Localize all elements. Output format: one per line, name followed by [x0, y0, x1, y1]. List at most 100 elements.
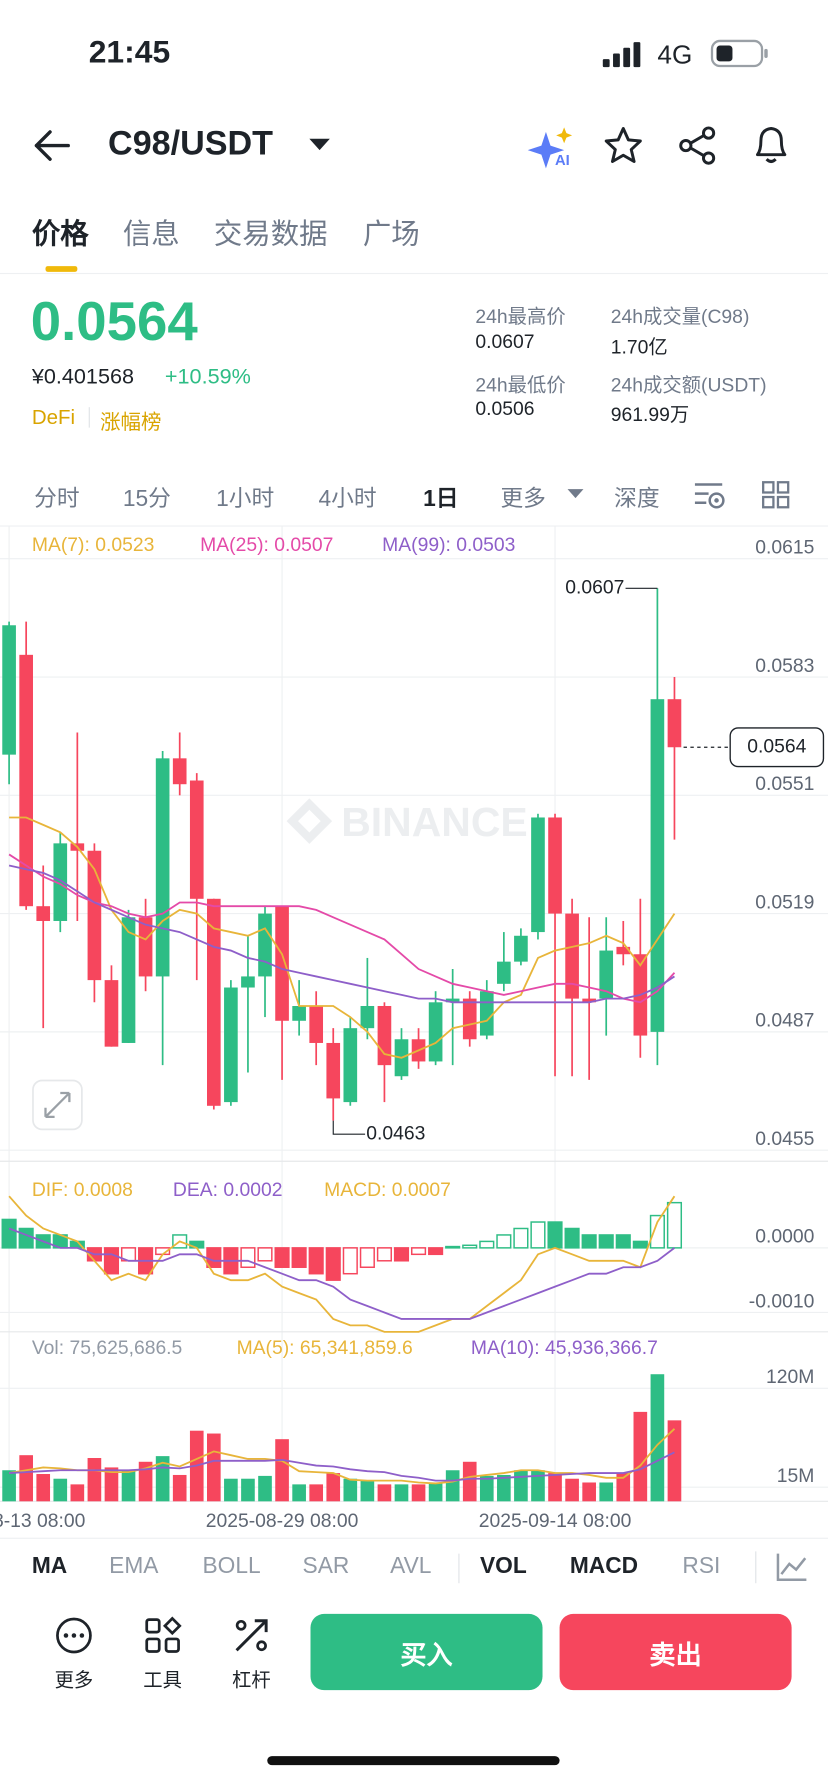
y-tick-label: 0.0000	[755, 1227, 814, 1248]
indicator-option[interactable]: EMA	[109, 1553, 159, 1579]
candle-body	[2, 625, 16, 755]
indicator-option[interactable]: MA	[31, 1553, 68, 1579]
volume-bar	[207, 1433, 221, 1502]
action-label[interactable]: 更多	[54, 1669, 94, 1692]
ai-icon[interactable]: AI	[527, 125, 573, 170]
interval-option[interactable]: 1小时	[216, 486, 275, 512]
volume-bar	[241, 1478, 255, 1502]
indicator-settings-icon[interactable]	[693, 479, 727, 511]
more-icon[interactable]	[55, 1616, 94, 1655]
chart-settings-icon[interactable]	[775, 1551, 809, 1583]
tab[interactable]: 信息	[122, 218, 180, 251]
tab[interactable]: 广场	[362, 218, 420, 251]
stat-label: 24h成交量(C98)	[610, 305, 750, 328]
macd-bar	[257, 1247, 273, 1262]
volume-bar	[87, 1458, 102, 1502]
candle-body	[531, 817, 545, 933]
y-tick-label: 0.0519	[755, 892, 814, 913]
interval-option[interactable]: 4小时	[318, 486, 377, 512]
interval-option[interactable]: 15分	[122, 486, 171, 512]
volume-bar	[19, 1455, 33, 1502]
sell-button[interactable]: 卖出	[559, 1613, 792, 1691]
indicator-option[interactable]: AVL	[390, 1553, 432, 1579]
legend-label: MA(5): 65,341,859.6	[237, 1338, 413, 1359]
indicator-option[interactable]: RSI	[682, 1553, 721, 1579]
volume-bar	[292, 1484, 306, 1502]
expand-button[interactable]	[32, 1079, 83, 1131]
indicator-line	[8, 1195, 676, 1333]
tag[interactable]: 涨幅榜	[100, 410, 162, 434]
volume-bar	[258, 1475, 272, 1502]
cny-price: ¥0.401568	[31, 365, 135, 389]
volume-bar	[309, 1484, 324, 1502]
interval-option[interactable]: 深度	[614, 486, 660, 512]
interval-option[interactable]: 更多	[500, 486, 546, 512]
tab[interactable]: 价格	[31, 218, 89, 251]
volume-bar	[531, 1470, 545, 1502]
indicator-option[interactable]: SAR	[302, 1553, 350, 1579]
candle-body	[121, 917, 136, 1043]
last-price-label: 0.0564	[747, 736, 806, 757]
volume-bar	[616, 1473, 631, 1502]
indicator-line	[9, 1451, 675, 1482]
macd-bar	[547, 1221, 563, 1249]
back-button[interactable]	[32, 127, 73, 163]
divider	[0, 272, 828, 275]
divider	[458, 1553, 460, 1584]
legend-label: DIF: 0.0008	[32, 1180, 133, 1201]
macd-bar	[428, 1247, 444, 1256]
interval-option[interactable]: 分时	[34, 486, 80, 512]
volume-bar	[394, 1484, 409, 1502]
volume-bar	[138, 1461, 153, 1502]
layout-icon[interactable]	[761, 480, 791, 510]
candle-body	[36, 906, 51, 921]
stat-label: 24h最高价	[475, 305, 566, 328]
volume-bar	[633, 1411, 648, 1502]
candle-body	[326, 1042, 341, 1099]
pair-title[interactable]: C98/USDT	[108, 125, 274, 163]
alert-button[interactable]	[751, 123, 792, 166]
tag[interactable]: DeFi	[31, 406, 76, 429]
tab[interactable]: 交易数据	[213, 218, 328, 251]
tools-icon[interactable]	[143, 1616, 182, 1655]
action-label[interactable]: 工具	[143, 1669, 182, 1692]
interval-option[interactable]: 1日	[423, 486, 459, 512]
volume-bar	[70, 1484, 85, 1502]
volume-bar	[224, 1478, 238, 1502]
macd-bar	[1, 1218, 17, 1249]
macd-bar	[342, 1247, 358, 1275]
legend-label: MA(25): 0.0507	[200, 535, 333, 556]
candle-body	[360, 1005, 375, 1029]
share-button[interactable]	[678, 125, 719, 166]
indicator-line	[9, 816, 676, 1059]
volume-bar	[104, 1467, 119, 1502]
low-marker-label: 0.0463	[366, 1123, 425, 1144]
pair-dropdown[interactable]	[307, 136, 332, 152]
stat-value: 961.99万	[610, 403, 690, 426]
signal-icon	[602, 42, 641, 68]
indicator-option[interactable]: VOL	[479, 1553, 527, 1579]
action-label[interactable]: 杠杆	[232, 1669, 271, 1692]
favorite-button[interactable]	[603, 125, 644, 166]
macd-bar	[581, 1234, 597, 1249]
macd-bar	[649, 1214, 665, 1249]
indicator-line	[8, 1227, 676, 1320]
candle-body	[377, 1005, 392, 1066]
indicator-option[interactable]: BOLL	[202, 1553, 261, 1579]
x-tick-label: 2025-09-14 08:00	[479, 1511, 632, 1532]
macd-bar	[325, 1247, 341, 1281]
leverage-icon[interactable]	[232, 1616, 271, 1655]
candle-body	[479, 991, 494, 1036]
buy-button[interactable]: 买入	[310, 1613, 543, 1691]
candle-body	[104, 980, 119, 1047]
network-type: 4G	[657, 39, 693, 70]
macd-bar	[496, 1234, 512, 1249]
macd-bar	[564, 1227, 580, 1249]
candle-body	[53, 843, 68, 921]
stat-label: 24h成交额(USDT)	[610, 374, 767, 396]
legend-label: MA(7): 0.0523	[32, 535, 154, 556]
indicator-option[interactable]: MACD	[569, 1553, 639, 1579]
candle-body	[138, 917, 153, 977]
macd-bar	[513, 1227, 529, 1249]
